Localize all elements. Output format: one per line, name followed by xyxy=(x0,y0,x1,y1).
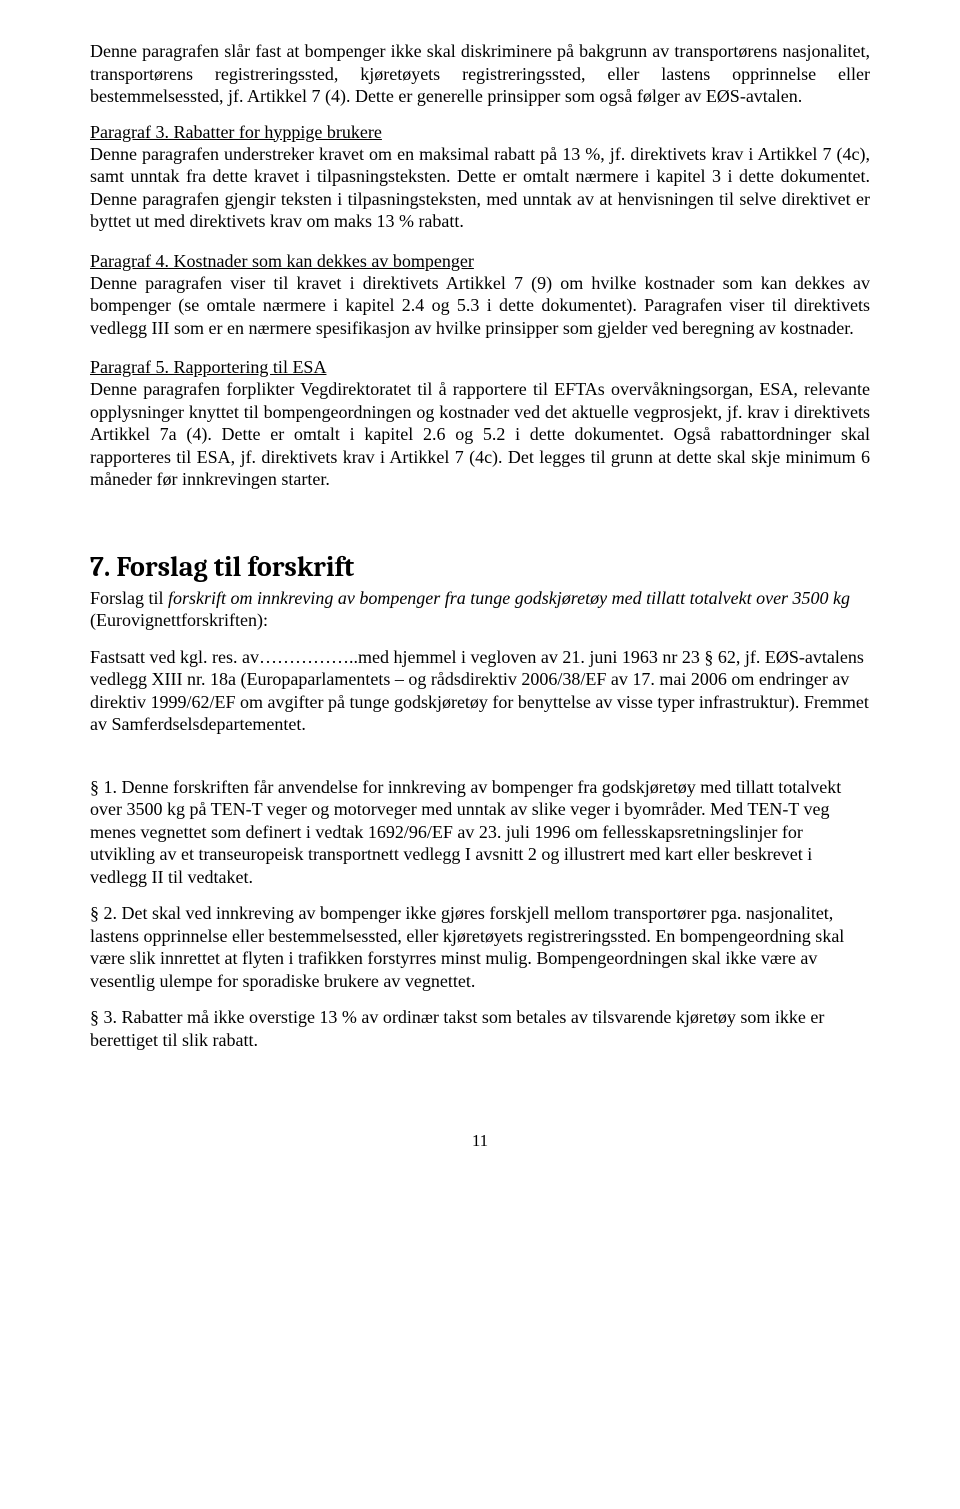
intro-1b: forskrift om innkreving av bompenger fra… xyxy=(168,588,850,608)
section-5: Paragraf 5. Rapportering til ESA Denne p… xyxy=(90,357,870,491)
section-5-title: Paragraf 5. Rapportering til ESA xyxy=(90,357,870,378)
forskrift-para-2: § 2. Det skal ved innkreving av bompenge… xyxy=(90,902,870,992)
intro-1c: (Eurovignettforskriften): xyxy=(90,610,268,630)
section-5-body: Denne paragrafen forplikter Vegdirektora… xyxy=(90,378,870,491)
section-4-body: Denne paragrafen viser til kravet i dire… xyxy=(90,272,870,340)
section-3-title: Paragraf 3. Rabatter for hyppige brukere xyxy=(90,122,870,143)
forskrift-intro-2: Fastsatt ved kgl. res. av……………..med hjem… xyxy=(90,646,870,736)
heading-7: 7. Forslag til forskrift xyxy=(90,551,870,583)
forskrift-intro-1: Forslag til forskrift om innkreving av b… xyxy=(90,587,870,632)
document-page: Denne paragrafen slår fast at bompenger … xyxy=(0,0,960,1191)
page-number: 11 xyxy=(90,1131,870,1151)
forskrift-para-3: § 3. Rabatter må ikke overstige 13 % av … xyxy=(90,1006,870,1051)
section-4-title: Paragraf 4. Kostnader som kan dekkes av … xyxy=(90,251,870,272)
section-3: Paragraf 3. Rabatter for hyppige brukere… xyxy=(90,122,870,233)
section-3-body: Denne paragrafen understreker kravet om … xyxy=(90,143,870,233)
intro-1a: Forslag til xyxy=(90,588,168,608)
forskrift-para-1: § 1. Denne forskriften får anvendelse fo… xyxy=(90,776,870,889)
paragraph-intro: Denne paragrafen slår fast at bompenger … xyxy=(90,40,870,108)
section-4: Paragraf 4. Kostnader som kan dekkes av … xyxy=(90,251,870,340)
